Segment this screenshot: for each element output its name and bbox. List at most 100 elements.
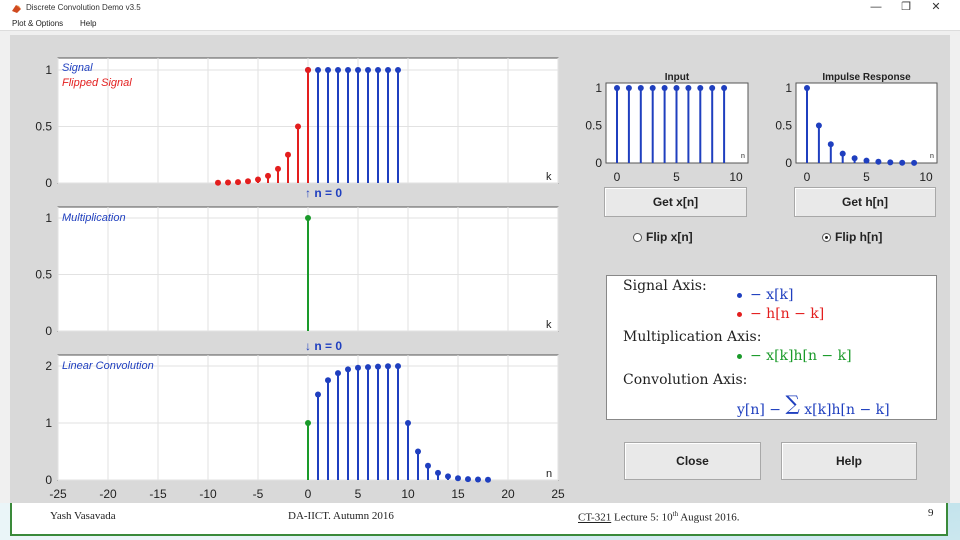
input-plot-stem-marker [649,85,656,91]
impulse-plot-stem-marker [911,159,918,166]
legend-flipped-signal: Flipped Signal [62,77,132,89]
convolution-plot-stem-marker [475,476,481,483]
impulse-plot-xtick: 10 [919,170,933,184]
signal-plot-stem-marker [215,179,221,186]
get-x-button[interactable]: Get x[n] [604,187,747,217]
input-plot-axis-label: n [741,153,745,160]
impulse-plot-stem-marker [804,85,810,91]
signal-plot-stem-marker [265,172,271,179]
convolution-plot-stem-marker [325,377,331,384]
signal-axis-heading: Signal Axis: [623,278,707,294]
convolution-xtick: -25 [49,487,67,501]
convolution-xtick: 15 [451,487,465,501]
restore-button[interactable]: ❐ [901,1,911,13]
slide-footer: Yash Vasavada DA-IICT. Autumn 2016 CT-32… [10,503,948,536]
close-button[interactable]: Close [624,442,761,480]
legend-x-k: − x[k] [737,287,793,303]
signal-plot-stem-marker [225,179,231,186]
signal-plot-stem-marker [345,67,351,73]
legend-signal: Signal [62,62,93,74]
footer-page-number: 9 [928,507,934,519]
convolution-xtick: -15 [149,487,167,501]
footer-lecture: CT-321 Lecture 5: 10th August 2016. [578,510,740,524]
convolution-plot-stem-marker [375,363,381,370]
convolution-plot-axis-label: n [546,468,552,480]
signal-plot-stem-marker [305,67,311,73]
convolution-plot-ytick: 0 [45,473,52,487]
input-plot-stem-marker [661,85,668,91]
multiplication-plot-ytick: 1 [45,211,52,225]
impulse-plot-stem-marker [863,157,870,164]
close-window-button[interactable]: ✕ [931,1,941,13]
multiplication-plot-stem-marker [305,215,311,221]
help-button[interactable]: Help [781,442,917,480]
flip-x-radio[interactable]: Flip x[n] [633,230,693,244]
flip-h-radio[interactable]: Flip h[n] [822,230,882,244]
title-bar: Discrete Convolution Demo v3.5 — ❐ ✕ [0,0,960,17]
impulse-plot-stem-marker [899,159,906,166]
flip-x-radio-dot[interactable] [633,232,642,242]
impulse-plot-stem-marker [815,122,822,129]
input-plot-stem-marker [709,85,716,91]
signal-plot-ytick: 0.5 [35,120,52,134]
impulse-plot-stem-marker [851,155,858,162]
flip-h-radio-dot[interactable] [822,232,831,242]
convolution-plot-stem-marker [435,469,441,476]
impulse-plot-ytick: 0.5 [775,119,792,133]
multiplication-plot-ytick: 0.5 [35,268,52,282]
signal-plot-stem-marker [355,67,361,73]
footer-author: Yash Vasavada [50,510,116,522]
menu-help[interactable]: Help [80,19,97,28]
legend-multiplication: Multiplication [62,212,126,224]
convolution-plot-stem-marker [345,366,351,373]
menu-bar: Plot & Options Help [0,17,960,31]
signal-plot-ytick: 1 [45,63,52,77]
convolution-xtick: -20 [99,487,117,501]
signal-plot-stem-marker [245,178,251,185]
input-plot-ytick: 0 [595,156,602,170]
input-plot-stem-marker [614,85,620,91]
input-plot-stem-marker [637,85,644,91]
signal-plot-stem-marker [275,165,281,172]
convolution-plot-stem-marker [385,363,391,370]
axis-legend-box: Signal Axis: − x[k] − h[n − k] Multiplic… [606,275,937,420]
convolution-plot-stem-marker [395,363,401,370]
convolution-xtick: 20 [501,487,515,501]
signal-plot-stem-marker [315,67,321,73]
convolution-xtick: -5 [253,487,264,501]
convolution-plot-stem-marker [485,476,491,483]
multiplication-plot-ytick: 0 [45,324,52,338]
signal-plot-stem-marker [325,67,331,73]
minimize-button[interactable]: — [870,1,882,13]
convolution-plot-stem-marker [355,364,361,371]
input-plot-stem-marker [685,85,692,91]
multiplication-plot-axis-label: k [546,319,552,331]
signal-plot-stem-marker [295,123,301,130]
convolution-xtick: 25 [551,487,565,501]
impulse-plot-axis-label: n [930,153,934,160]
impulse-plot-stem-marker [887,159,894,166]
convolution-plot-stem-marker [415,448,421,455]
menu-plot-options[interactable]: Plot & Options [12,19,64,28]
input-plot-xtick: 10 [729,170,743,184]
n-zero-marker-upper: ↑ n = 0 [305,186,343,200]
convolution-axis-heading: Convolution Axis: [623,372,748,388]
signal-plot-stem-marker [335,67,341,73]
convolution-plot-stem-marker [465,476,471,483]
convolution-xtick: 5 [355,487,362,501]
legend-linear-convolution: Linear Convolution [62,360,154,372]
signal-plot-stem-marker [365,67,371,73]
blue-dot-icon [737,292,742,298]
input-plot-stem-marker [697,85,704,91]
impulse-plot-stem-marker [875,158,882,165]
impulse-plot-stem-marker [827,141,834,148]
input-plot-ytick: 0.5 [585,119,602,133]
multiplication-axis-heading: Multiplication Axis: [623,329,762,345]
convolution-plot-ytick: 1 [45,416,52,430]
input-plot-stem-marker [673,85,680,91]
convolution-xtick: 0 [305,487,312,501]
impulse-plot-ytick: 1 [785,81,792,95]
input-plot-stem-marker [721,85,728,91]
get-h-button[interactable]: Get h[n] [794,187,936,217]
signal-plot-axis-label: k [546,171,552,183]
